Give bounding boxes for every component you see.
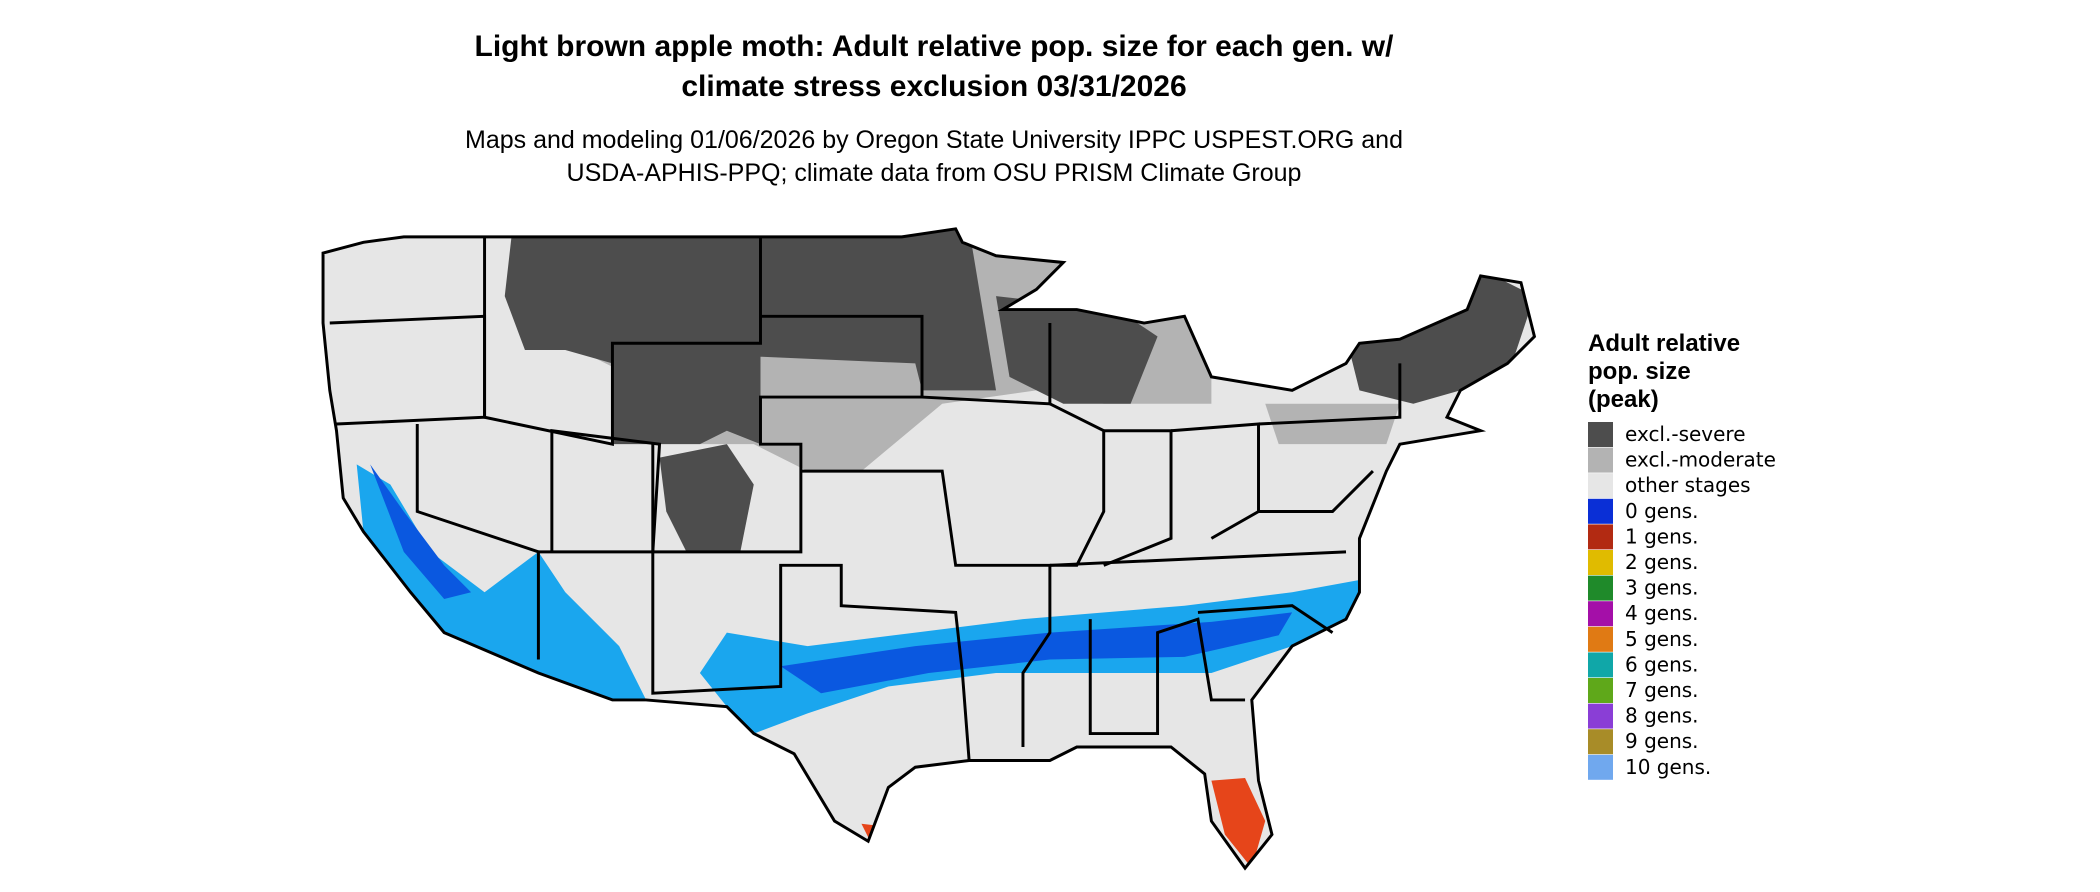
legend-swatch [1588,678,1613,703]
legend-label: 6 gens. [1625,652,1699,676]
subtitle-line: Maps and modeling 01/06/2026 by Oregon S… [465,126,1403,154]
subtitle-line: USDA-APHIS-PPQ; climate data from OSU PR… [567,159,1302,187]
region-moderate [1265,403,1400,445]
legend-swatch [1588,473,1613,499]
legend-swatch [1588,447,1613,473]
map-fill [323,228,1535,869]
state-line [1088,617,1246,736]
state-line [1258,363,1402,426]
region-severe [1346,269,1535,404]
us-map [321,227,1537,871]
title-line: climate stress exclusion 03/31/2026 [681,70,1186,103]
legend-label: 3 gens. [1625,576,1699,600]
legend-label: 4 gens. [1625,601,1699,625]
legend-swatch [1588,550,1613,575]
region-blue [356,464,647,700]
legend-swatch [1588,626,1613,652]
state-line [1258,470,1374,513]
state-line [483,236,762,447]
legend-title: pop. size [1588,358,1691,385]
state-borders [321,227,1537,871]
region-red [861,823,902,848]
legend-title: (peak) [1588,386,1659,413]
legend-swatch [1588,422,1613,447]
region-severe [659,444,754,552]
legend-swatch [1588,652,1613,678]
state-line [1197,604,1334,634]
region-severe [996,296,1158,404]
region-red [1211,777,1266,869]
legend-label: 7 gens. [1625,678,1699,702]
legend-label: 5 gens. [1625,627,1699,651]
legend-swatch [1588,703,1613,729]
legend-label: 2 gens. [1625,550,1699,574]
legend-swatch [1588,524,1613,550]
legend: Adult relative pop. size (peak) excl.-se… [1588,330,1776,780]
legend-swatch [1588,729,1613,755]
legend-label: 8 gens. [1625,704,1699,728]
legend-label: other stages [1625,473,1751,497]
legend-label: 10 gens. [1625,755,1711,779]
legend-title: Adult relative [1588,330,1740,357]
state-line [651,551,971,761]
state-line [651,314,924,554]
title-line: Light brown apple moth: Adult relative p… [475,30,1395,63]
region-severe [504,228,997,445]
state-line [1103,429,1173,567]
legend-label: 9 gens. [1625,729,1699,753]
state-line [538,429,662,554]
state-line [415,423,540,660]
legend-label: 0 gens. [1625,499,1699,523]
us-outline [321,227,1537,871]
state-line [1049,550,1347,567]
legend-label: excl.-moderate [1625,448,1776,472]
state-line [1170,422,1260,540]
region-blue-dark [370,464,472,599]
legend-swatch [1588,575,1613,601]
legend-label: excl.-severe [1625,422,1746,446]
legend-swatch [1588,754,1613,780]
legend-label: 1 gens. [1625,524,1699,548]
legend-swatch [1588,498,1613,524]
legend-swatch [1588,601,1613,627]
